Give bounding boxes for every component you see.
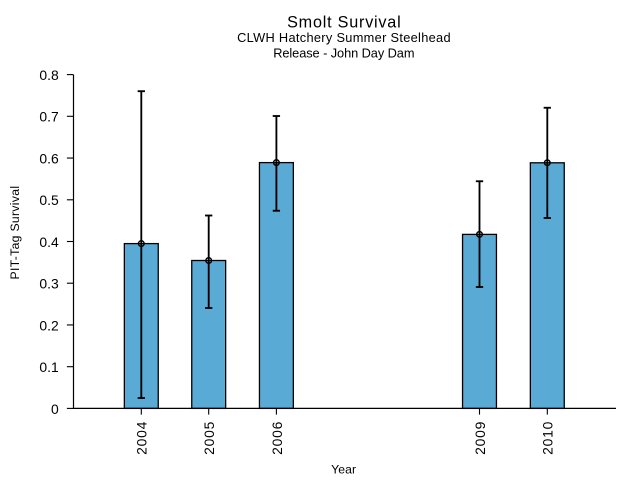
- svg-text:0.8: 0.8: [39, 67, 59, 83]
- svg-text:2005: 2005: [201, 421, 217, 454]
- svg-text:2004: 2004: [134, 421, 150, 454]
- svg-text:Release - John Day Dam: Release - John Day Dam: [273, 45, 414, 60]
- svg-text:0.2: 0.2: [39, 317, 59, 333]
- svg-text:2006: 2006: [269, 421, 285, 454]
- svg-text:2009: 2009: [472, 421, 488, 454]
- svg-text:CLWH Hatchery Summer Steelhead: CLWH Hatchery Summer Steelhead: [237, 30, 450, 45]
- svg-text:0.6: 0.6: [39, 150, 59, 166]
- svg-text:PIT-Tag Survival: PIT-Tag Survival: [8, 186, 22, 280]
- svg-text:0.1: 0.1: [39, 359, 59, 375]
- svg-text:0.3: 0.3: [39, 276, 59, 292]
- svg-text:0.5: 0.5: [39, 192, 59, 208]
- svg-text:0.4: 0.4: [39, 234, 59, 250]
- svg-text:Smolt Survival: Smolt Survival: [287, 14, 401, 32]
- svg-text:Year: Year: [331, 463, 356, 477]
- svg-text:2010: 2010: [540, 421, 556, 454]
- svg-text:0.7: 0.7: [39, 109, 59, 125]
- svg-text:0: 0: [51, 401, 59, 417]
